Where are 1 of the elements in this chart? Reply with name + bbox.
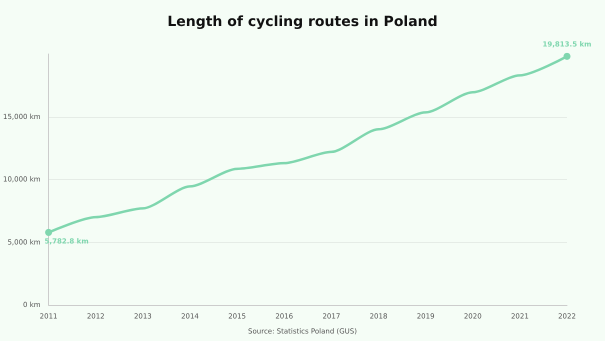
chart-title: Length of cycling routes in Poland [167,14,438,30]
